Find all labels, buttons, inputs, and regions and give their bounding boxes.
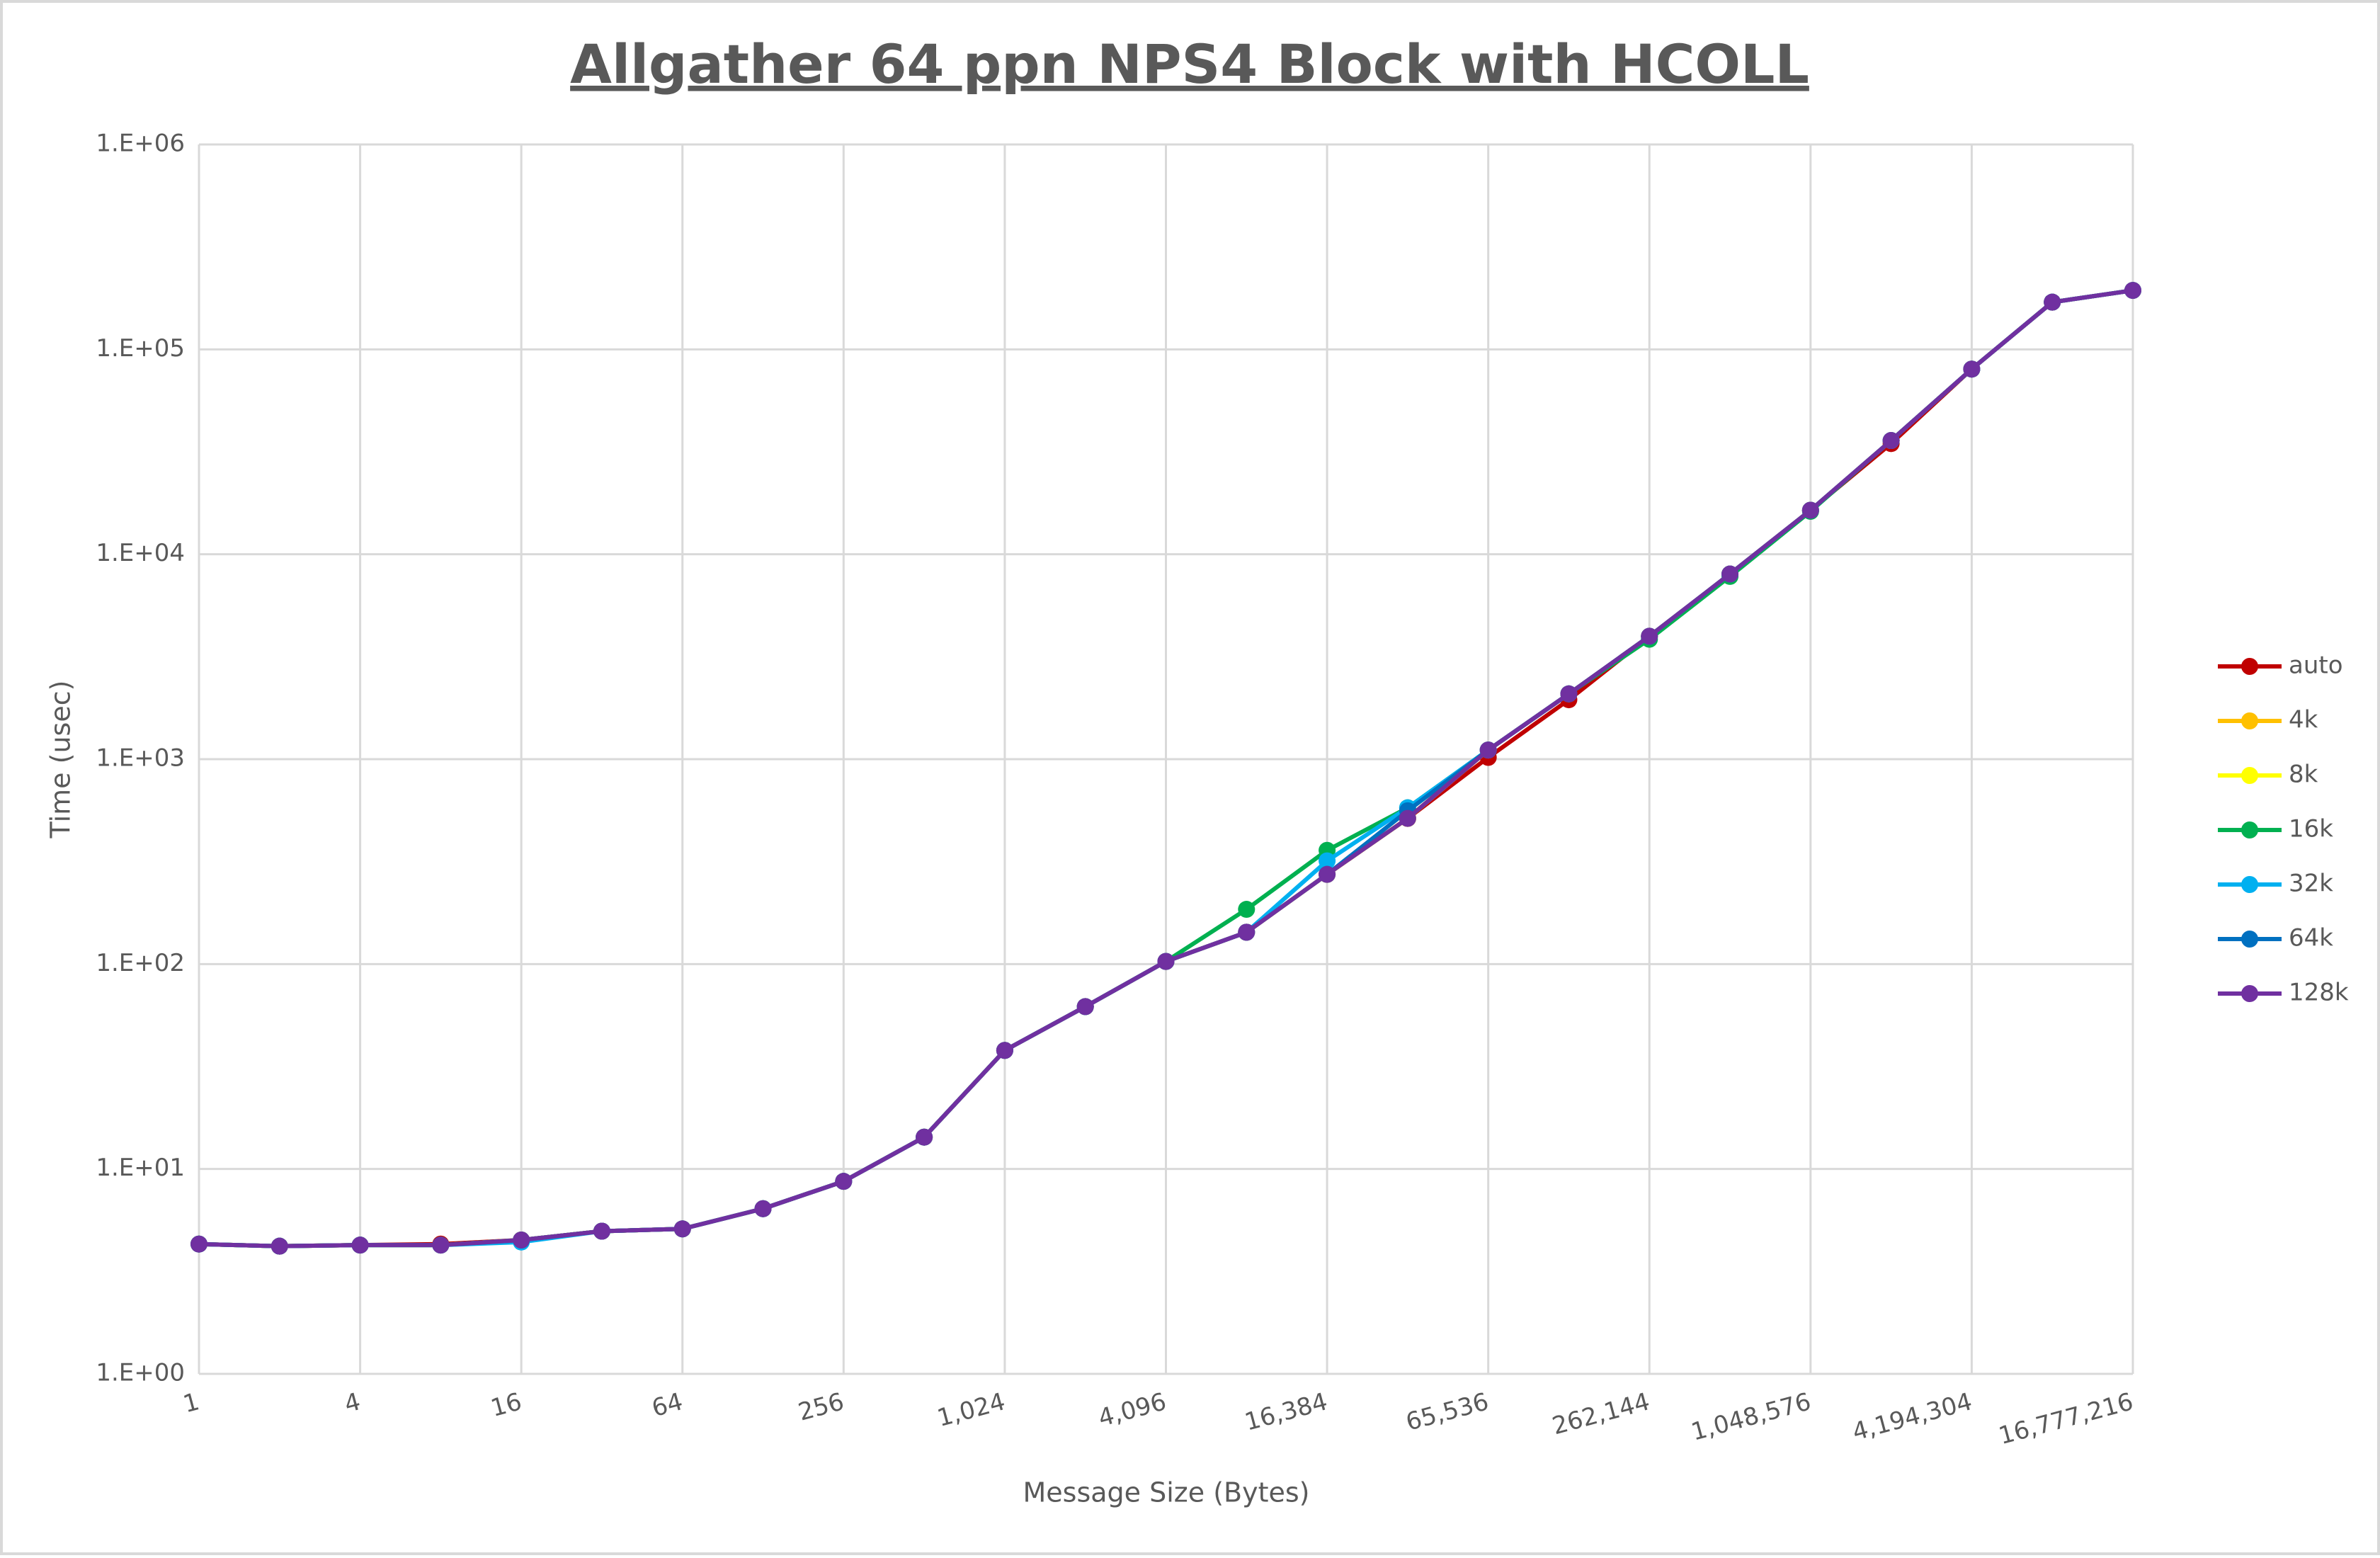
data-point [2044,293,2061,311]
legend-marker [2241,876,2258,893]
legend-label: 8k [2289,761,2318,789]
data-point [835,1173,853,1190]
data-point [1399,809,1416,827]
chart-title: Allgather 64 ppn NPS4 Block with HCOLL [570,33,1809,96]
legend-marker [2241,985,2258,1002]
legend-label: auto [2289,652,2343,680]
data-point [1238,901,1256,919]
data-point [593,1222,610,1240]
y-tick-label: 1.E+04 [96,539,185,567]
data-point [916,1128,933,1146]
legend-label: 32k [2289,870,2333,898]
y-tick-label: 1.E+05 [96,334,185,363]
data-point [1238,923,1256,941]
legend-marker [2241,712,2258,729]
data-point [513,1232,530,1249]
data-point [1560,685,1578,703]
data-point [996,1042,1013,1059]
legend-marker [2241,658,2258,675]
legend-label: 128k [2289,979,2349,1007]
data-point [432,1236,450,1254]
data-point [1801,501,1819,519]
legend-marker [2241,931,2258,948]
data-point [1319,852,1336,870]
data-point [190,1235,207,1253]
data-point [754,1200,772,1217]
x-axis-title: Message Size (Bytes) [1023,1477,1310,1508]
data-point [1157,953,1175,970]
data-point [2124,282,2141,300]
legend-label: 64k [2289,924,2333,953]
y-tick-label: 1.E+02 [96,949,185,977]
legend-label: 4k [2289,706,2318,734]
data-point [1641,627,1658,645]
data-point [1076,998,1094,1016]
y-tick-label: 1.E+06 [96,130,185,158]
data-point [673,1220,691,1238]
y-axis-title: Time (usec) [45,681,76,839]
y-tick-label: 1.E+01 [96,1154,185,1182]
data-point [1882,432,1900,450]
data-point [1721,565,1739,583]
y-tick-label: 1.E+03 [96,744,185,773]
legend-label: 16k [2289,815,2333,843]
data-point [351,1236,369,1254]
legend-marker [2241,767,2258,784]
data-point [271,1237,288,1255]
data-point [1479,741,1497,759]
data-point [1319,865,1336,883]
legend-marker [2241,821,2258,838]
data-point [1963,360,1981,378]
y-tick-label: 1.E+00 [96,1359,185,1387]
